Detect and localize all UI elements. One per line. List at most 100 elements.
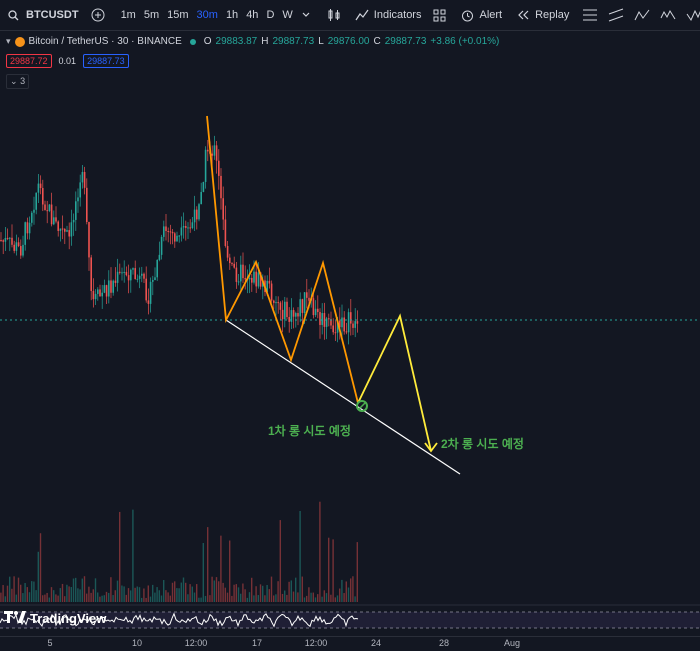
volume-bar	[202, 543, 204, 602]
candle-body	[240, 264, 242, 282]
volume-bar	[68, 586, 70, 602]
layout-grid-icon[interactable]	[433, 6, 446, 24]
second-long-annotation[interactable]: 2차 롱 시도 예정	[441, 437, 524, 451]
add-symbol-icon[interactable]	[91, 6, 105, 24]
volume-bar	[79, 589, 81, 602]
candle-body	[169, 231, 172, 233]
buy-price-button[interactable]: 29887.73	[83, 54, 129, 68]
interval-1h[interactable]: 1h	[225, 9, 239, 21]
interval-30m[interactable]: 30m	[196, 9, 218, 21]
volume-bar	[167, 592, 169, 602]
candle-body	[352, 323, 354, 328]
candle-body	[88, 221, 90, 258]
volume-bar	[11, 588, 13, 602]
candle-body	[53, 217, 55, 225]
symbol-name[interactable]: BTCUSDT	[26, 9, 79, 21]
candle-body	[202, 181, 205, 192]
open-value: 29883.87	[215, 36, 258, 47]
volume-bar	[262, 585, 264, 602]
candle-body	[220, 175, 222, 199]
support-trendline[interactable]	[225, 319, 461, 475]
candle-body	[97, 289, 99, 294]
volume-bar	[308, 587, 310, 602]
alert-button[interactable]: Alert	[458, 0, 502, 30]
candle-body	[4, 237, 7, 242]
sell-price-button[interactable]: 29887.72	[6, 54, 52, 68]
candle-body	[325, 318, 328, 327]
volume-bar	[13, 576, 15, 602]
volume-bar	[66, 584, 68, 602]
volume-bar	[328, 537, 330, 602]
volume-bar	[70, 587, 72, 602]
candle-body	[347, 312, 350, 333]
candle-body	[314, 308, 317, 316]
candle-body	[330, 319, 332, 326]
volume-bar	[108, 592, 110, 602]
time-axis[interactable]: 5 10 12:00 17 12:00 24 28 Aug	[0, 636, 700, 651]
candle-body	[231, 263, 233, 265]
indicators-button[interactable]: Indicators	[353, 0, 421, 30]
orange-wave-drawing[interactable]	[206, 115, 359, 404]
interval-15m[interactable]: 15m	[167, 9, 189, 21]
candle-body	[26, 222, 29, 234]
volume-bar	[281, 593, 284, 602]
horizontal-lines-icon[interactable]	[581, 6, 599, 24]
volume-bar	[204, 595, 207, 602]
candle-body	[242, 264, 244, 279]
interval-4h[interactable]: 4h	[246, 9, 259, 21]
candle-body	[356, 321, 359, 324]
interval-d[interactable]: D	[266, 9, 275, 21]
volume-bar	[222, 582, 224, 602]
indicators-collapse-toggle[interactable]: ⌄ 3	[6, 74, 30, 89]
candle-body	[130, 269, 132, 281]
volume-bar	[154, 592, 156, 602]
yellow-wave-drawing[interactable]	[357, 313, 432, 452]
interval-5m[interactable]: 5m	[143, 9, 160, 21]
volume-bar	[286, 594, 288, 602]
candle-body	[35, 192, 37, 210]
volume-bar	[90, 592, 92, 602]
volume-bar	[246, 597, 248, 602]
candle-type-icon[interactable]	[327, 6, 341, 24]
candle-body	[136, 278, 139, 280]
parallel-channel-icon[interactable]	[607, 6, 625, 24]
chevron-down-icon[interactable]	[297, 6, 315, 24]
candle-body	[165, 226, 167, 232]
search-icon[interactable]	[4, 6, 22, 24]
replay-button[interactable]: Replay	[514, 0, 569, 30]
volume-bar	[229, 540, 231, 602]
entry-circle-marker[interactable]	[356, 400, 368, 412]
collapsed-count: 3	[20, 76, 26, 86]
volume-bar	[145, 597, 147, 602]
pattern-xabcd-icon[interactable]	[685, 6, 700, 24]
volume-bar	[253, 595, 255, 602]
candle-body	[284, 301, 286, 320]
candle-body	[345, 331, 348, 333]
candle-body	[105, 285, 108, 297]
candle-body	[308, 297, 310, 301]
first-long-annotation[interactable]: 1차 롱 시도 예정	[268, 424, 351, 438]
candle-body	[132, 268, 134, 270]
volume-bar	[345, 581, 347, 602]
pattern-abcd-icon[interactable]	[633, 6, 651, 24]
candle-body	[266, 280, 268, 293]
volume-bar	[147, 585, 149, 602]
volume-bar	[323, 590, 325, 602]
volume-bar	[103, 595, 105, 602]
change-value: +3.86 (+0.01%)	[430, 36, 500, 47]
volume-bar	[213, 580, 215, 602]
interval-w[interactable]: W	[282, 9, 293, 21]
pattern-wave-icon[interactable]	[659, 6, 677, 24]
interval-1m[interactable]: 1m	[120, 9, 136, 21]
market-open-dot-icon	[189, 38, 196, 45]
volume-bar	[132, 509, 134, 602]
candle-body	[61, 228, 64, 230]
collapse-legend-icon[interactable]: ▾	[6, 36, 11, 46]
candle-body	[224, 219, 227, 246]
candle-body	[343, 317, 345, 332]
candle-body	[103, 285, 106, 293]
top-toolbar: BTCUSDT 1m 5m 15m 30m 1h 4h D W Indicato…	[0, 0, 700, 31]
volume-bar	[59, 588, 61, 602]
candle-body	[15, 242, 18, 251]
